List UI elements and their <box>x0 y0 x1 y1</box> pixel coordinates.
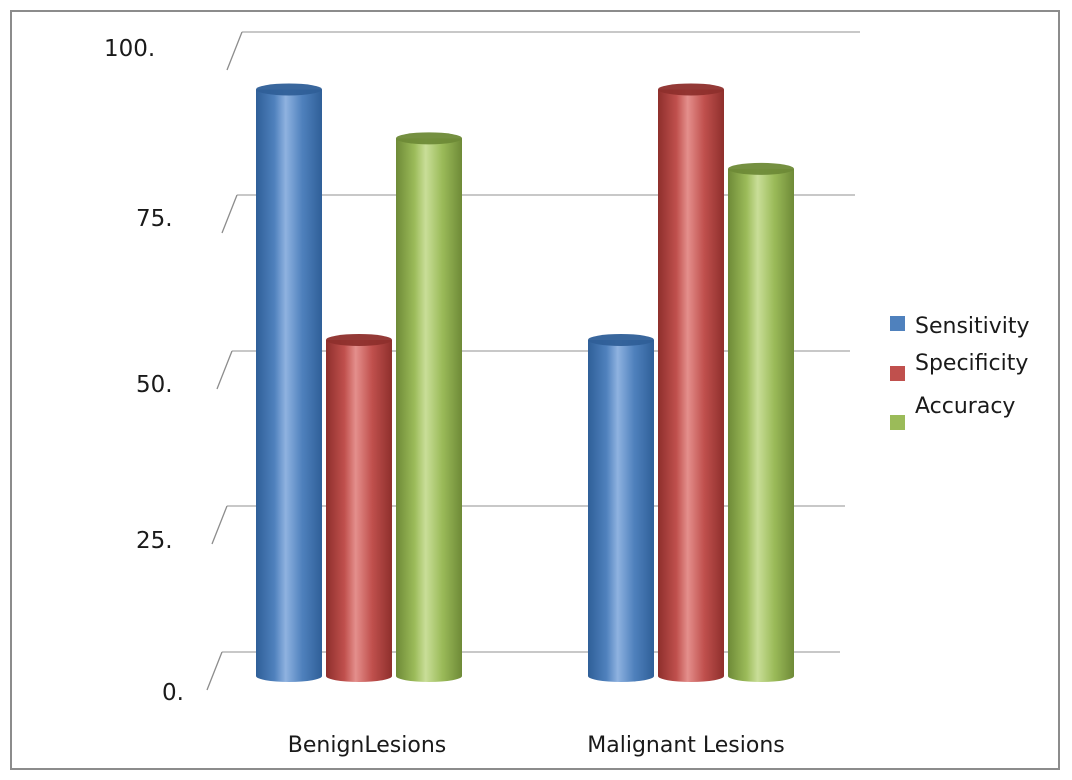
category-labels: BenignLesions Malignant Lesions <box>288 733 785 758</box>
bar-top <box>728 162 794 175</box>
legend-swatch-specificity <box>890 366 905 381</box>
legend-label-accuracy: Accuracy <box>915 394 1015 419</box>
bar-top <box>326 333 392 346</box>
y-tick-label: 50. <box>136 372 173 398</box>
legend-swatch-sensitivity <box>890 316 905 331</box>
bar-top <box>588 333 654 346</box>
bar-top <box>396 132 462 145</box>
gridline-side <box>226 31 243 71</box>
category-label: Malignant Lesions <box>587 733 784 758</box>
y-tick-label: 0. <box>162 680 184 706</box>
bar-sensitivity-benign <box>256 89 322 682</box>
bar-accuracy-benign <box>396 138 462 682</box>
bar-top <box>658 83 724 96</box>
bar-specificity-benign <box>326 339 392 682</box>
gridline-side <box>206 651 223 691</box>
bar-sensitivity-malignant <box>588 339 654 682</box>
category-label: BenignLesions <box>288 733 446 758</box>
bar-accuracy-malignant <box>728 168 794 682</box>
gridline-side <box>216 350 233 390</box>
bars <box>256 83 794 682</box>
y-tick-label: 100. <box>104 36 155 62</box>
chart-frame <box>10 10 1060 770</box>
y-axis-ticks: 0. 25. 50. 75. 100. <box>104 36 184 706</box>
bar-top <box>256 83 322 96</box>
legend-swatch-accuracy <box>890 415 905 430</box>
y-tick-label: 25. <box>136 528 173 554</box>
gridline-side <box>221 194 238 234</box>
y-tick-label: 75. <box>136 206 173 232</box>
bar-specificity-malignant <box>658 89 724 682</box>
gridline-side <box>211 505 228 545</box>
legend: Sensitivity Specificity Accuracy <box>890 314 1030 430</box>
legend-label-specificity: Specificity <box>915 351 1028 376</box>
legend-label-sensitivity: Sensitivity <box>915 314 1030 339</box>
